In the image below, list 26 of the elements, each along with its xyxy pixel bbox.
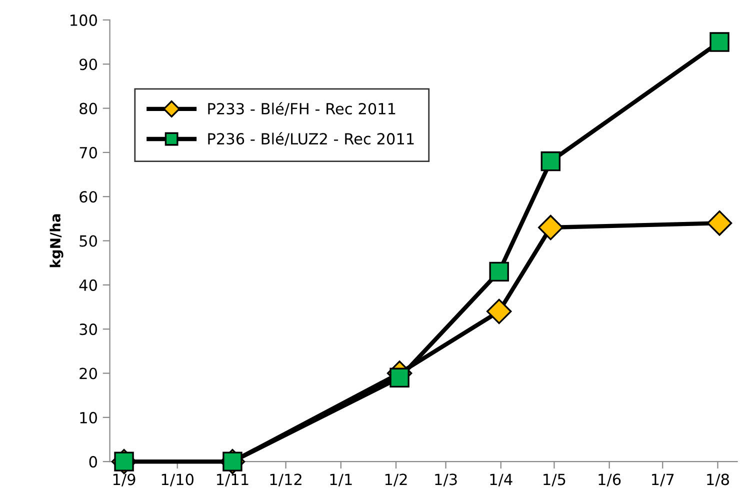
y-tick-label: 100 [70, 14, 97, 26]
y-tick-label: 0 [89, 456, 97, 468]
x-tick-label: 1/9 [113, 474, 136, 486]
x-tick-label: 1/11 [216, 474, 248, 486]
y-tick-label: 90 [80, 58, 97, 70]
x-tick-label: 1/5 [544, 474, 566, 486]
legend-label: P236 - Blé/LUZ2 - Rec 2011 [208, 132, 414, 146]
x-tick-label: 1/10 [162, 474, 194, 486]
x-tick-label: 1/1 [330, 474, 352, 486]
y-axis-title: kgN/ha [50, 214, 64, 268]
legend-label: P233 - Blé/FH - Rec 2011 [208, 102, 396, 116]
x-tick-label: 1/2 [385, 474, 407, 486]
x-tick-label: 1/7 [652, 474, 674, 486]
x-tick-label: 1/12 [270, 474, 302, 486]
y-tick-label: 10 [80, 412, 97, 424]
x-tick-label: 1/3 [435, 474, 457, 486]
x-tick-label: 1/4 [490, 474, 512, 486]
y-tick-label: 50 [80, 235, 97, 247]
y-tick-label: 30 [80, 324, 97, 336]
y-tick-label: 80 [80, 102, 97, 114]
x-tick-label: 1/6 [598, 474, 621, 486]
y-tick-label: 60 [80, 191, 97, 203]
y-tick-label: 20 [80, 368, 97, 380]
x-tick-label: 1/8 [707, 474, 729, 486]
y-tick-label: 40 [79, 279, 97, 291]
y-tick-label: 70 [80, 146, 97, 158]
